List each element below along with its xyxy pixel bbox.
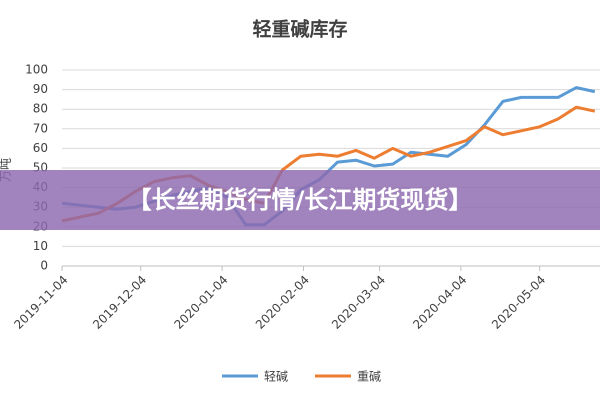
y-tick-label: 80 (33, 102, 48, 116)
x-tick-label: 2020-05-04 (489, 273, 548, 332)
chart-title: 轻重碱库存 (252, 18, 347, 41)
x-tick-label: 2020-02-04 (253, 273, 312, 332)
y-tick-label: 10 (33, 239, 48, 253)
x-tick-label: 2020-04-04 (410, 273, 469, 332)
y-tick-label: 0 (40, 259, 48, 273)
x-tick-label: 2020-03-04 (329, 273, 388, 332)
y-tick-label: 100 (25, 63, 48, 77)
banner (0, 170, 600, 230)
y-tick-label: 60 (33, 141, 48, 155)
banner-text: 【长丝期货行情/长江期货现货】 (128, 186, 473, 214)
legend-label: 重碱 (357, 370, 381, 384)
y-tick-label: 70 (33, 121, 48, 135)
x-tick-label: 2020-01-04 (171, 273, 230, 332)
x-tick-label: 2019-12-04 (90, 273, 149, 332)
legend-label: 轻碱 (264, 370, 288, 384)
x-tick-label: 2019-11-04 (11, 273, 70, 332)
y-tick-label: 90 (33, 82, 48, 96)
